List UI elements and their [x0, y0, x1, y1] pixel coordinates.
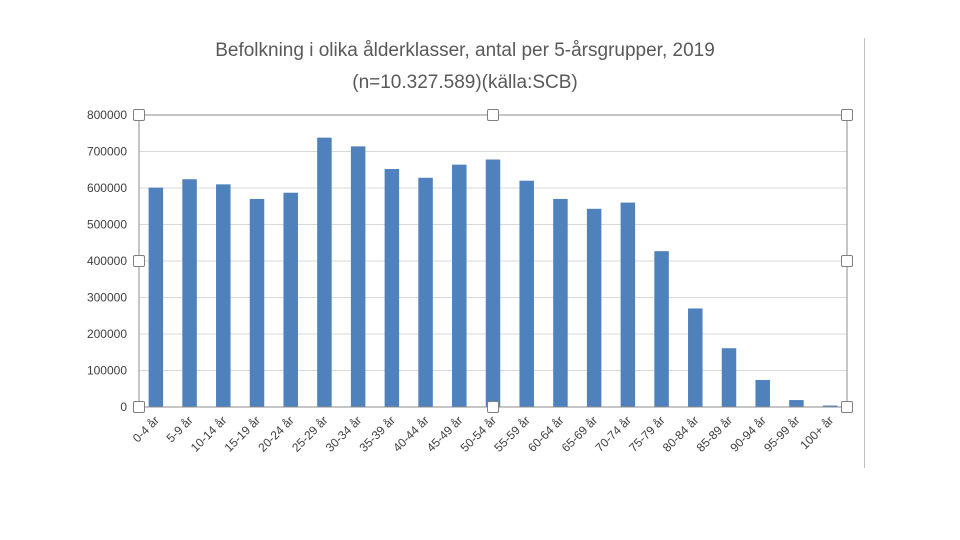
bar	[620, 202, 636, 407]
x-tick-label: 65-69 år	[559, 413, 601, 455]
bar	[654, 251, 669, 407]
bar	[283, 192, 298, 407]
y-tick-label: 500000	[87, 218, 127, 232]
selection-frame[interactable]	[133, 109, 853, 413]
x-tick-label: 15-19 år	[222, 413, 264, 455]
resize-handle[interactable]	[487, 401, 499, 413]
bar	[519, 180, 534, 407]
x-tick-label: 90-94 år	[727, 413, 769, 455]
bar	[182, 179, 197, 407]
bar	[789, 400, 804, 407]
resize-handle[interactable]	[841, 255, 853, 267]
x-tick-label: 0-4 år	[130, 413, 162, 445]
x-tick-label: 95-99 år	[761, 413, 803, 455]
x-tick-label: 30-34 år	[323, 413, 365, 455]
bar	[418, 177, 433, 407]
y-tick-label: 700000	[87, 145, 127, 159]
x-tick-label: 70-74 år	[592, 413, 634, 455]
y-tick-label: 400000	[87, 254, 127, 268]
resize-handle[interactable]	[841, 109, 853, 121]
y-tick-label: 300000	[87, 291, 127, 305]
y-tick-label: 600000	[87, 181, 127, 195]
y-tick-label: 800000	[87, 108, 127, 122]
x-tick-label: 40-44 år	[390, 413, 432, 455]
resize-handle[interactable]	[841, 401, 853, 413]
x-tick-label: 10-14 år	[188, 413, 230, 455]
bar	[249, 198, 265, 407]
bar	[350, 146, 366, 407]
bar	[148, 187, 164, 407]
y-tick-label: 200000	[87, 327, 127, 341]
bar	[586, 208, 602, 407]
x-tick-label: 35-39 år	[356, 413, 398, 455]
bar	[384, 169, 400, 407]
resize-handle[interactable]	[133, 255, 145, 267]
bar	[822, 405, 838, 407]
bar	[688, 308, 703, 407]
resize-handle[interactable]	[133, 401, 145, 413]
bar	[485, 159, 501, 407]
resize-handle[interactable]	[487, 109, 499, 121]
x-tick-label: 80-84 år	[660, 413, 702, 455]
x-tick-label: 55-59 år	[491, 413, 533, 455]
x-tick-label: 85-89 år	[694, 413, 736, 455]
bars	[148, 137, 838, 407]
x-tick-label: 25-29 år	[289, 413, 331, 455]
x-tick-label: 20-24 år	[255, 413, 297, 455]
slide-divider-line	[864, 38, 865, 468]
bar	[755, 379, 770, 407]
y-tick-label: 100000	[87, 364, 127, 378]
bar	[553, 198, 568, 407]
bar	[216, 184, 231, 407]
bar	[317, 137, 332, 407]
y-tick-label: 0	[120, 400, 127, 414]
chart-subtitle: (n=10.327.589)(källa:SCB)	[352, 72, 578, 93]
y-axis-ticks: 0 100000 200000 300000 400000 500000 600000 700…	[87, 108, 127, 414]
bar	[452, 164, 467, 407]
bar	[721, 348, 737, 407]
chart-title: Befolkning i olika ålderklasser, antal p…	[215, 40, 715, 61]
x-tick-label: 100+ år	[797, 413, 836, 452]
x-tick-label: 45-49 år	[424, 413, 466, 455]
x-tick-label: 75-79 år	[626, 413, 668, 455]
resize-handle[interactable]	[133, 109, 145, 121]
x-tick-label: 60-64 år	[525, 413, 567, 455]
x-tick-label: 50-54 år	[458, 413, 500, 455]
